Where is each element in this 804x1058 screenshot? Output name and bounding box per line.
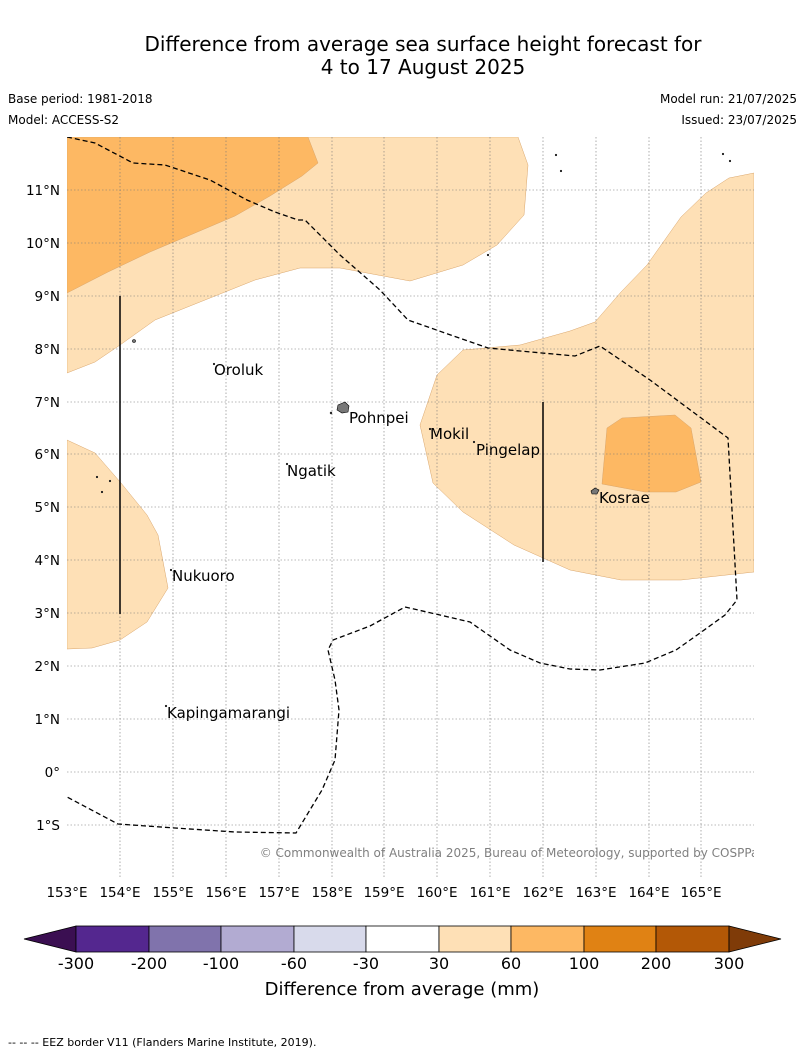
lon-label-159e: 159°E: [363, 885, 404, 901]
colorbar-tick-minus-60: -60: [281, 954, 307, 973]
colorbar-tick-labels: -300 -200 -100 -60 -30 30 60 100 200 300: [58, 954, 744, 973]
grid-lines: [67, 137, 754, 877]
lat-label-5n: 5°N: [35, 500, 60, 516]
title-line-2: 4 to 17 August 2025: [320, 55, 526, 79]
copyright-notice: © Commonwealth of Australia 2025, Bureau…: [260, 846, 765, 860]
colorbar-tick-60: 60: [501, 954, 521, 973]
colorbar-tick-300: 300: [714, 954, 745, 973]
colorbar: -300 -200 -100 -60 -30 30 60 100 200 300…: [23, 925, 782, 1000]
island-speck-10: [100, 490, 104, 494]
colorbar-bin-4: [293, 925, 367, 953]
island-speck-13: [559, 169, 563, 173]
model-name: Model: ACCESS-S2: [8, 113, 120, 127]
lat-label-11n: 11°N: [26, 183, 60, 199]
colorbar-tick-minus-200: -200: [131, 954, 167, 973]
base-period: Base period: 1981-2018: [8, 92, 153, 106]
colorbar-tick-minus-100: -100: [203, 954, 239, 973]
island-speck-1: [132, 339, 136, 343]
lon-label-161e: 161°E: [469, 885, 510, 901]
colorbar-bin-3: [220, 925, 295, 953]
colorbar-bin-7: [510, 925, 585, 953]
title-line-1: Difference from average sea surface heig…: [144, 32, 702, 56]
colorbar-bin-2: [148, 925, 222, 953]
colorbar-tick-200: 200: [641, 954, 672, 973]
lon-label-157e: 157°E: [258, 885, 299, 901]
island-speck-9: [95, 475, 99, 479]
model-run: Model run: 21/07/2025: [659, 92, 797, 106]
label-oroluk: Oroluk: [214, 361, 263, 379]
lat-label-7n: 7°N: [35, 395, 60, 411]
island-speck-5: [472, 440, 476, 444]
island-speck-8: [164, 704, 168, 708]
latitude-labels: 11°N 10°N 9°N 8°N 7°N 6°N 5°N 4°N 3°N 2°…: [26, 183, 60, 834]
issued-date: Issued: 23/07/2025: [681, 113, 797, 127]
island-speck-7: [169, 568, 173, 572]
anomaly-region-west: [67, 439, 169, 650]
colorbar-extend-low: [23, 925, 77, 953]
lat-label-1s: 1°S: [36, 818, 60, 834]
lat-label-1n: 1°N: [35, 712, 60, 728]
island-speck-6: [285, 462, 289, 466]
island-speck-15: [728, 159, 732, 163]
label-pingelap: Pingelap: [476, 441, 540, 459]
pohnpei-island: [336, 401, 350, 414]
lon-label-165e: 165°E: [680, 885, 721, 901]
islands: [95, 152, 732, 708]
lat-label-8n: 8°N: [35, 342, 60, 358]
label-pohnpei: Pohnpei: [349, 409, 409, 427]
label-kapingamarangi: Kapingamarangi: [167, 704, 290, 722]
colorbar-tick-100: 100: [569, 954, 600, 973]
lon-label-162e: 162°E: [522, 885, 563, 901]
lon-label-163e: 163°E: [575, 885, 616, 901]
island-speck-14: [721, 152, 725, 156]
lon-label-156e: 156°E: [205, 885, 246, 901]
island-speck-3: [212, 362, 216, 366]
lon-label-155e: 155°E: [152, 885, 193, 901]
colorbar-tick-minus-300: -300: [58, 954, 94, 973]
label-ngatik: Ngatik: [287, 462, 336, 480]
eez-border-north: [67, 137, 738, 834]
lon-label-153e: 153°E: [46, 885, 87, 901]
colorbar-bin-1: [75, 925, 150, 953]
colorbar-extend-high: [728, 925, 782, 953]
anomaly-region-northwest-strong: [67, 137, 319, 294]
lon-label-160e: 160°E: [416, 885, 457, 901]
island-speck-4: [428, 427, 432, 431]
island-speck-2: [329, 411, 333, 415]
label-nukuoro: Nukuoro: [172, 567, 235, 585]
island-speck-16: [486, 253, 490, 257]
lat-label-3n: 3°N: [35, 606, 60, 622]
lon-label-158e: 158°E: [311, 885, 352, 901]
colorbar-tick-30: 30: [429, 954, 449, 973]
colorbar-bin-5: [365, 925, 440, 953]
lon-label-164e: 164°E: [628, 885, 669, 901]
lat-label-4n: 4°N: [35, 553, 60, 569]
colorbar-bin-6: [438, 925, 512, 953]
map-area: Oroluk Pohnpei Mokil Pingelap Ngatik Kos…: [67, 137, 765, 877]
lat-label-6n: 6°N: [35, 447, 60, 463]
lat-label-10n: 10°N: [26, 236, 60, 252]
lat-label-9n: 9°N: [35, 289, 60, 305]
label-mokil: Mokil: [430, 425, 469, 443]
island-speck-11: [108, 479, 112, 483]
colorbar-bin-9: [655, 925, 730, 953]
eez-footnote: -- -- -- EEZ border V11 (Flanders Marine…: [8, 1036, 317, 1049]
lat-label-0: 0°: [45, 765, 60, 781]
kosrae-island: [590, 487, 600, 495]
island-speck-12: [554, 153, 558, 157]
colorbar-tick-minus-30: -30: [353, 954, 379, 973]
colorbar-bin-8: [583, 925, 657, 953]
map-title: Difference from average sea surface heig…: [0, 33, 804, 79]
lon-label-154e: 154°E: [99, 885, 140, 901]
colorbar-title: Difference from average (mm): [265, 979, 540, 1000]
label-kosrae: Kosrae: [599, 489, 650, 507]
lat-label-2n: 2°N: [35, 659, 60, 675]
longitude-labels: 153°E 154°E 155°E 156°E 157°E 158°E 159°…: [46, 885, 721, 901]
anomaly-region-kosrae-strong: [601, 414, 702, 493]
